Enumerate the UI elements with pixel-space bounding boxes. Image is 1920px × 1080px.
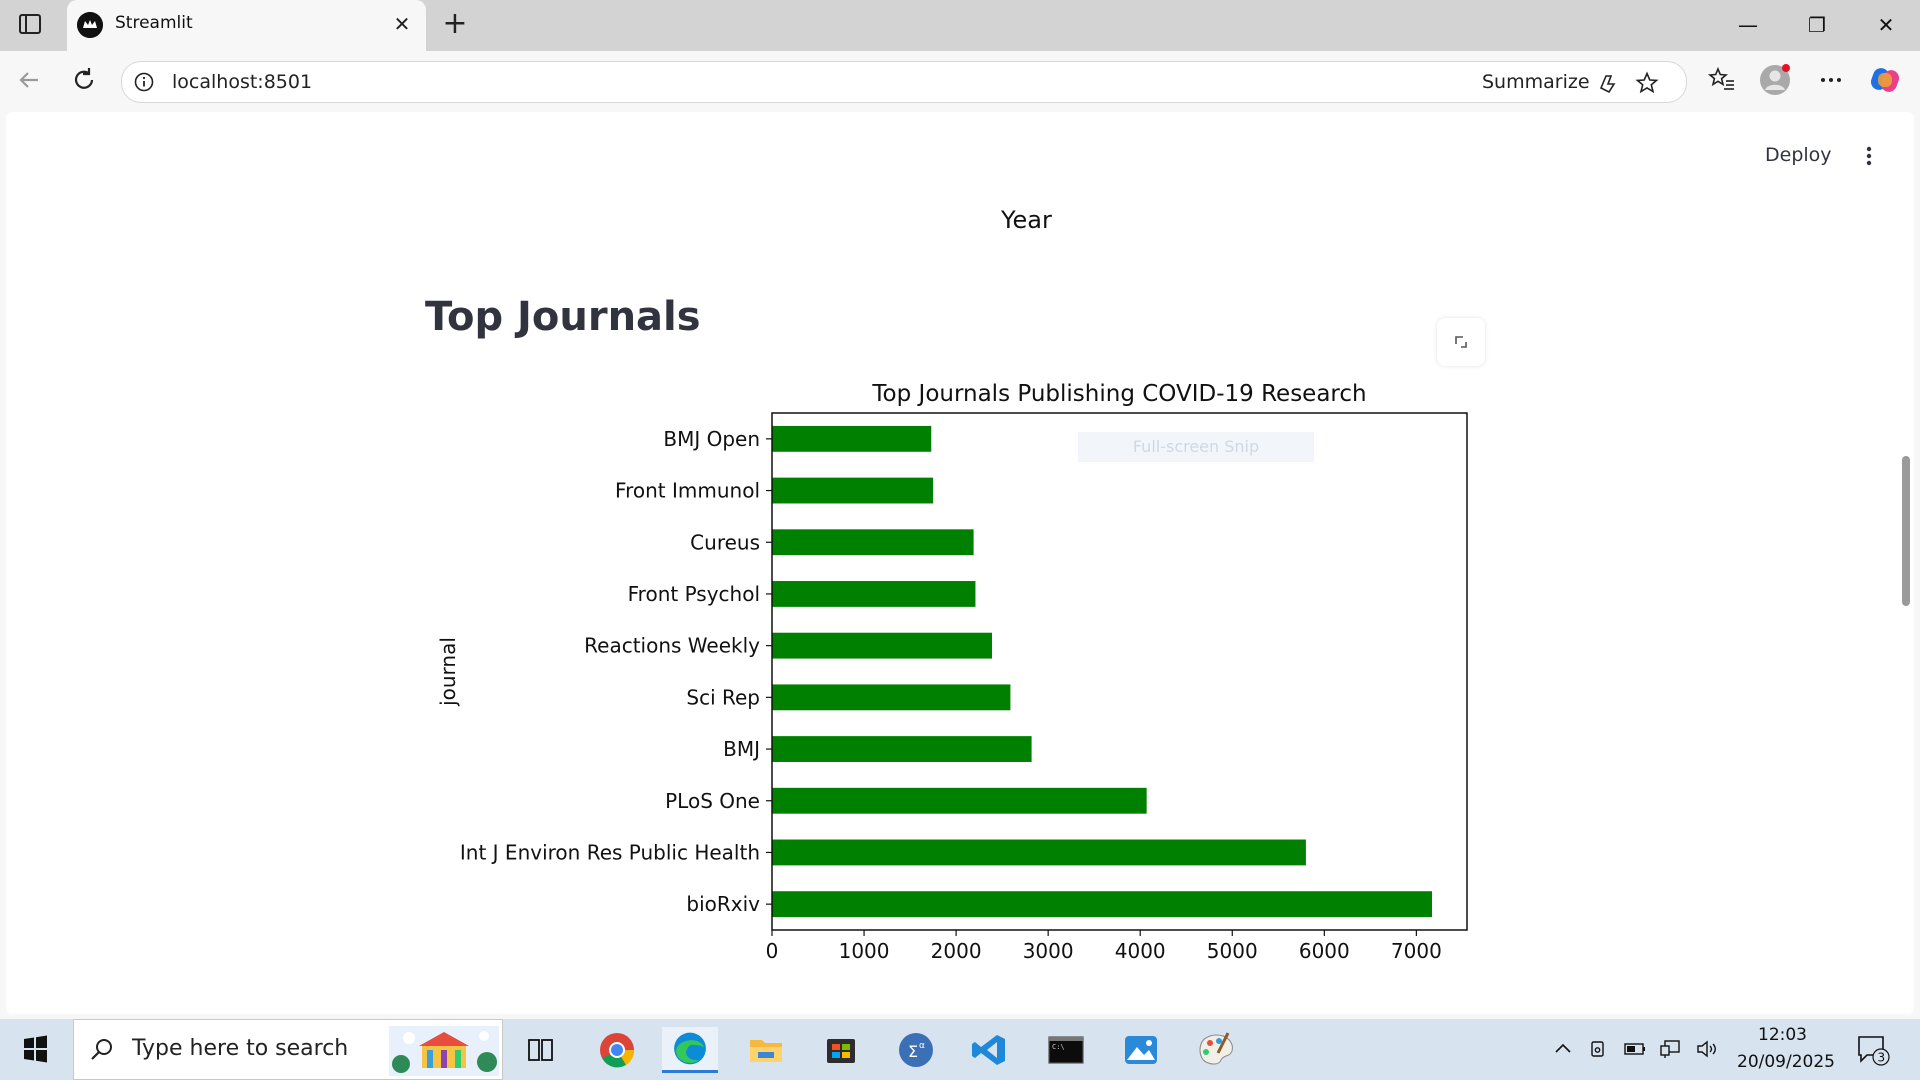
refresh-icon[interactable]: [69, 65, 99, 95]
copilot-summarize-icon[interactable]: [1596, 71, 1620, 95]
previous-chart-xlabel: Year: [1001, 206, 1052, 234]
close-tab-icon[interactable]: ✕: [393, 12, 411, 36]
photos-icon[interactable]: [1113, 1027, 1169, 1073]
new-tab-button[interactable]: +: [442, 6, 468, 41]
copilot-icon[interactable]: [1869, 64, 1901, 96]
chart-bar: [772, 891, 1433, 918]
back-arrow-icon[interactable]: [14, 65, 44, 95]
y-tick-label: Sci Rep: [686, 685, 760, 709]
top-journals-chart: Top Journals Publishing COVID-19 Researc…: [436, 381, 1468, 963]
x-tick-label: 1000: [839, 939, 890, 963]
y-tick-label: BMJ Open: [663, 427, 760, 451]
tab-actions-icon[interactable]: [18, 12, 42, 36]
y-tick-label: Reactions Weekly: [584, 634, 760, 658]
chart-title: Top Journals Publishing COVID-19 Researc…: [871, 381, 1366, 407]
address-bar[interactable]: localhost:8501 Summarize: [121, 61, 1687, 103]
fullscreen-button[interactable]: [1437, 318, 1485, 366]
favorites-icon[interactable]: [1706, 64, 1738, 96]
svg-text:Σ: Σ: [908, 1042, 918, 1061]
section-title: Top Journals: [425, 294, 701, 340]
y-axis-label: journal: [436, 637, 460, 707]
x-tick-label: 3000: [1023, 939, 1074, 963]
notification-center-icon[interactable]: 3: [1855, 1033, 1891, 1067]
snip-hint-tooltip: Full-screen Snip: [1078, 432, 1314, 462]
paint-icon[interactable]: [1188, 1027, 1244, 1073]
chart-bar: [772, 736, 1032, 762]
search-icon: [91, 1039, 112, 1060]
x-tick-label: 7000: [1391, 939, 1442, 963]
chart-bar: [772, 839, 1306, 866]
url-text[interactable]: localhost:8501: [172, 71, 313, 93]
profile-avatar-icon[interactable]: [1759, 64, 1791, 96]
page-viewport: Deploy Year Top Journals Top Journals Pu…: [6, 112, 1914, 1014]
y-tick-label: Int J Environ Res Public Health: [460, 840, 760, 864]
windows-start-icon[interactable]: [10, 1029, 60, 1069]
taskbar-search-box[interactable]: Type here to search: [73, 1019, 503, 1080]
carousel-highlight-icon: [389, 1026, 499, 1076]
deploy-button[interactable]: Deploy: [1765, 144, 1832, 166]
fullscreen-icon: [1455, 336, 1467, 348]
plot-frame: [771, 412, 1468, 931]
show-hidden-icons-chevron-icon[interactable]: [1551, 1037, 1575, 1061]
vscode-icon[interactable]: [963, 1027, 1019, 1073]
site-info-icon[interactable]: [134, 72, 154, 92]
favorite-star-icon[interactable]: [1635, 71, 1659, 95]
battery-icon[interactable]: [1623, 1037, 1647, 1061]
close-window-button[interactable]: ✕: [1877, 13, 1895, 37]
windows-taskbar: Type here to search: [0, 1019, 1920, 1080]
x-tick-label: 6000: [1299, 939, 1350, 963]
edge-icon[interactable]: [662, 1027, 718, 1073]
chart-bar: [772, 529, 974, 556]
terminal-icon[interactable]: C:\: [1038, 1027, 1094, 1073]
y-tick-label: Cureus: [690, 530, 760, 554]
y-tick-label: Front Psychol: [628, 582, 760, 606]
scrollbar-thumb[interactable]: [1902, 456, 1910, 606]
y-tick-label: PLoS One: [665, 789, 760, 813]
file-explorer-icon[interactable]: [738, 1027, 794, 1073]
chrome-icon[interactable]: [589, 1027, 645, 1073]
restore-button[interactable]: ❐: [1808, 13, 1826, 37]
summarize-button[interactable]: Summarize: [1482, 71, 1590, 93]
search-placeholder[interactable]: Type here to search: [132, 1036, 349, 1061]
svg-text:C:\: C:\: [1052, 1043, 1065, 1051]
chart-bar: [772, 684, 1011, 711]
y-tick-label: bioRxiv: [686, 892, 760, 916]
chart-bar: [772, 425, 932, 452]
minimize-button[interactable]: —: [1738, 13, 1758, 37]
svg-text:α: α: [919, 1041, 925, 1051]
y-tick-label: BMJ: [723, 737, 760, 761]
clock-date[interactable]: 20/09/2025: [1737, 1052, 1835, 1072]
x-tick-label: 0: [766, 939, 779, 963]
browser-tab-strip: Streamlit ✕ + — ❐ ✕: [0, 0, 1920, 51]
tab-title: Streamlit: [115, 13, 193, 33]
chart-bar: [772, 787, 1147, 814]
microsoft-store-icon[interactable]: [813, 1027, 869, 1073]
browser-toolbar: localhost:8501 Summarize: [0, 51, 1920, 110]
chart-bar: [772, 581, 976, 607]
x-tick-label: 2000: [931, 939, 982, 963]
volume-icon[interactable]: [1695, 1037, 1719, 1061]
browser-tab-streamlit[interactable]: Streamlit ✕: [67, 0, 426, 51]
more-options-icon[interactable]: [1815, 64, 1847, 96]
x-tick-label: 4000: [1115, 939, 1166, 963]
y-tick-label: Front Immunol: [615, 479, 760, 503]
chart-bar: [772, 632, 993, 659]
x-tick-label: 5000: [1207, 939, 1258, 963]
chart-bar: [772, 477, 934, 504]
main-menu-icon[interactable]: [1859, 144, 1879, 168]
streamlit-favicon-icon: [77, 12, 103, 38]
network-icon[interactable]: [1659, 1037, 1683, 1061]
meet-now-icon[interactable]: [1587, 1037, 1611, 1061]
clock-time[interactable]: 12:03: [1758, 1025, 1807, 1045]
task-view-icon[interactable]: [512, 1027, 568, 1073]
notification-count: 3: [1878, 1051, 1886, 1065]
math-app-icon[interactable]: Σ α: [888, 1027, 944, 1073]
